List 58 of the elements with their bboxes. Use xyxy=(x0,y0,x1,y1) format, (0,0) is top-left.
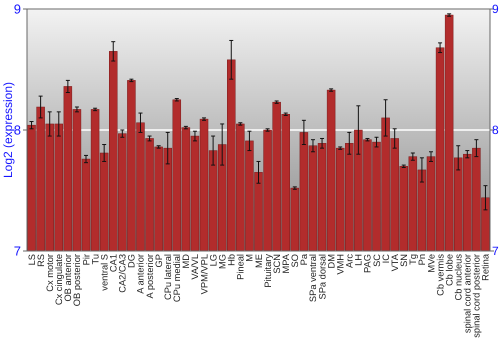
x-tick-label: A anterior xyxy=(136,254,146,294)
x-tick-label: IC xyxy=(380,254,391,264)
x-tick-label: VTA xyxy=(390,253,400,272)
x-tick-label: Pa xyxy=(299,253,310,266)
x-tick-label: CPu medial xyxy=(172,254,182,302)
x-tick-label: Pituitary xyxy=(262,254,273,288)
y2-tick-label: 9 xyxy=(492,2,499,16)
x-tick-label: CA2/CA3 xyxy=(118,254,128,293)
x-tick-label: DM xyxy=(326,254,336,268)
x-tick-label: spinal cord anterior xyxy=(462,254,473,334)
x-tick-label: ME xyxy=(254,254,264,268)
x-tick-label: RS xyxy=(36,254,46,267)
x-tick-label: Pn xyxy=(417,254,428,266)
x-tick-label: ventral S xyxy=(99,254,110,291)
x-tick-label: CPu lateral xyxy=(162,254,173,300)
y-tick-label: 8 xyxy=(14,122,21,138)
x-tick-label: MD xyxy=(181,254,192,268)
x-tick-label: Tu xyxy=(90,254,100,265)
x-tick-label: MVe xyxy=(426,254,436,273)
y2-tick-label: 7 xyxy=(492,244,499,258)
x-tick-label: Hb xyxy=(226,254,237,266)
y2-tick-label: 8 xyxy=(492,123,499,138)
x-tick-label: SO xyxy=(290,254,300,268)
y-axis-title: Log2 (expression) xyxy=(1,82,15,178)
x-tick-label: SPa ventral xyxy=(308,254,318,302)
x-tick-label: OB anterior xyxy=(63,254,74,302)
x-tick-label: Cb lobe xyxy=(444,254,454,286)
x-tick-label: SPa dorsal xyxy=(317,254,328,300)
x-tick-label: A posterior xyxy=(144,254,155,298)
x-tick-label: LS xyxy=(26,254,37,266)
x-tick-label: Tg xyxy=(408,254,418,265)
x-tick-label: GP xyxy=(154,254,164,268)
x-tick-label: SC xyxy=(372,254,382,267)
x-tick-label: Cb vermis xyxy=(435,254,446,296)
x-tick-label: CA1 xyxy=(108,254,118,272)
x-tick-label: Cb nucleus xyxy=(453,254,464,301)
x-tick-label: PAG xyxy=(362,254,373,273)
x-tick-label: LG xyxy=(208,254,218,266)
y-tick-label: 9 xyxy=(14,2,21,17)
x-tick-label: Retina xyxy=(480,253,491,281)
x-tick-label: MG xyxy=(217,254,228,269)
x-tick-label: LH xyxy=(354,254,364,266)
x-tick-label: M xyxy=(244,254,255,262)
x-tick-label: VMH xyxy=(335,254,346,275)
x-tick-label: SCN xyxy=(272,254,282,274)
x-tick-label: MPA xyxy=(280,253,291,274)
x-tick-label: DG xyxy=(126,254,137,268)
x-tick-label: Pineal xyxy=(236,254,246,280)
y-tick-label: 7 xyxy=(14,244,21,259)
x-tick-label: Pir xyxy=(81,254,92,266)
x-tick-label: VPM/VPL xyxy=(199,254,210,294)
x-tick-label: Arc xyxy=(344,254,355,268)
x-tick-label: Cx cingulate xyxy=(54,254,64,306)
x-tick-label: Cx motor xyxy=(44,254,55,292)
x-tick-label: OB posterior xyxy=(72,254,82,306)
x-tick-label: SN xyxy=(399,254,410,267)
x-tick-label: VA/VL xyxy=(190,254,200,280)
x-tick-label: spinal cord posterior xyxy=(472,254,482,338)
